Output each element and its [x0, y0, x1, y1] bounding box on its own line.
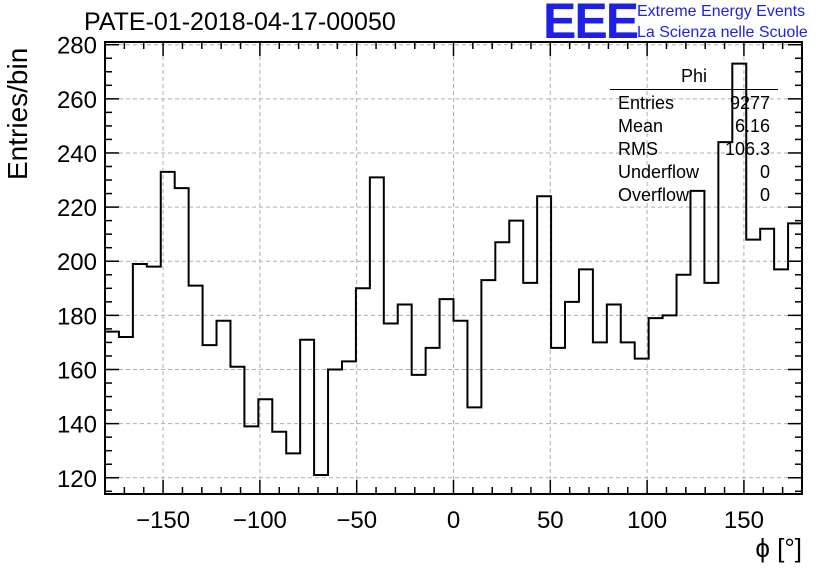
- histogram-bin: [677, 275, 691, 494]
- stats-row-underflow: Underflow 0: [610, 161, 778, 184]
- histogram-bin: [244, 426, 258, 494]
- y-tick-label: 140: [57, 412, 97, 439]
- histogram-bin: [523, 283, 537, 494]
- histogram-bin: [356, 288, 370, 494]
- x-tick-label: −50: [336, 507, 377, 534]
- histogram-bin: [509, 221, 523, 494]
- histogram-bin: [663, 315, 677, 494]
- stats-label: RMS: [618, 139, 658, 159]
- histogram-bin: [760, 229, 774, 494]
- histogram-bin: [286, 453, 300, 494]
- histogram-bin: [300, 340, 314, 494]
- histogram-bin: [621, 342, 635, 494]
- x-tick-label: 50: [537, 507, 564, 534]
- y-tick-label: 180: [57, 303, 97, 330]
- stats-label: Mean: [618, 116, 664, 136]
- stats-value: 0: [759, 162, 770, 182]
- histogram-bin: [579, 269, 593, 494]
- stats-value: 106.3: [724, 139, 770, 159]
- y-tick-label: 160: [57, 357, 97, 384]
- histogram-bin: [328, 369, 342, 494]
- logo-line-1: Extreme Energy Events: [637, 3, 806, 20]
- histogram-bin: [649, 318, 663, 494]
- histogram-bin: [440, 299, 454, 494]
- histogram-bin: [133, 264, 147, 494]
- stats-value: 6.16: [734, 116, 770, 136]
- histogram-bin: [384, 323, 398, 494]
- x-tick-label: 0: [447, 507, 460, 534]
- y-axis-label: Entries/bin: [2, 47, 33, 180]
- logo-line-2: La Scienza nelle Scuole: [637, 24, 808, 41]
- histogram-bin: [314, 475, 328, 494]
- x-axis-label: ϕ [°]: [755, 533, 802, 563]
- x-tick-label: 100: [627, 507, 667, 534]
- histogram-bin: [203, 345, 217, 494]
- histogram-bin: [189, 286, 203, 494]
- x-tick-label: 150: [724, 507, 764, 534]
- stats-label: Underflow: [618, 162, 700, 182]
- x-tick-label: −150: [136, 507, 190, 534]
- eee-logo: EEE: [543, 0, 639, 49]
- histogram-bin: [774, 269, 788, 494]
- histogram-bin: [635, 359, 649, 494]
- histogram-bin: [454, 321, 468, 494]
- histogram-bin: [481, 280, 495, 494]
- histogram-bin: [105, 332, 119, 494]
- histogram-bin: [147, 267, 161, 494]
- histogram-bin: [495, 242, 509, 494]
- histogram-bin: [230, 367, 244, 494]
- y-tick-label: 280: [57, 33, 97, 60]
- stats-title: Phi: [610, 66, 778, 90]
- histogram-bin: [272, 432, 286, 494]
- histogram-step-line: [105, 62, 802, 477]
- histogram-bin: [537, 196, 551, 494]
- histogram-bin: [370, 177, 384, 494]
- histogram-bin: [565, 302, 579, 494]
- stats-box: Phi Entries 9277 Mean 6.16 RMS 106.3 Und…: [610, 66, 778, 207]
- histogram-bin: [551, 348, 565, 494]
- histogram-bin: [258, 399, 272, 494]
- stats-value: 9277: [729, 93, 770, 113]
- chart-title: PATE-01-2018-04-17-00050: [84, 8, 396, 36]
- stats-row-mean: Mean 6.16: [610, 115, 778, 138]
- histogram-bin: [342, 361, 356, 494]
- stats-label: Overflow: [618, 185, 690, 205]
- y-tick-label: 200: [57, 249, 97, 276]
- tick-labels: −150 −100 −50 0 50 100 150 120 140 160 180 200 220 24…: [57, 33, 764, 534]
- stats-row-overflow: Overflow 0: [610, 184, 778, 207]
- histogram-bin: [704, 283, 718, 494]
- histogram-bin: [746, 240, 760, 494]
- histogram-bin: [788, 223, 802, 494]
- stats-label: Entries: [618, 93, 675, 113]
- y-tick-label: 220: [57, 195, 97, 222]
- x-tick-label: −100: [233, 507, 287, 534]
- histogram-bin: [412, 375, 426, 494]
- y-tick-label: 240: [57, 141, 97, 168]
- histogram-bin: [175, 188, 189, 494]
- histogram-bin: [467, 407, 481, 494]
- histogram-bin: [426, 348, 440, 494]
- stats-value: 0: [759, 185, 770, 205]
- histogram-bin: [593, 342, 607, 494]
- histogram-bin: [161, 172, 175, 494]
- stats-row-entries: Entries 9277: [610, 92, 778, 115]
- histogram-bin: [217, 321, 231, 494]
- histogram-bin: [690, 191, 704, 494]
- histogram-bin: [119, 337, 133, 494]
- y-tick-label: 260: [57, 87, 97, 114]
- histogram-bin: [607, 305, 621, 494]
- y-tick-label: 120: [57, 466, 97, 493]
- histogram-bin: [398, 305, 412, 494]
- stats-row-rms: RMS 106.3: [610, 138, 778, 161]
- axis-ticks: [104, 42, 803, 494]
